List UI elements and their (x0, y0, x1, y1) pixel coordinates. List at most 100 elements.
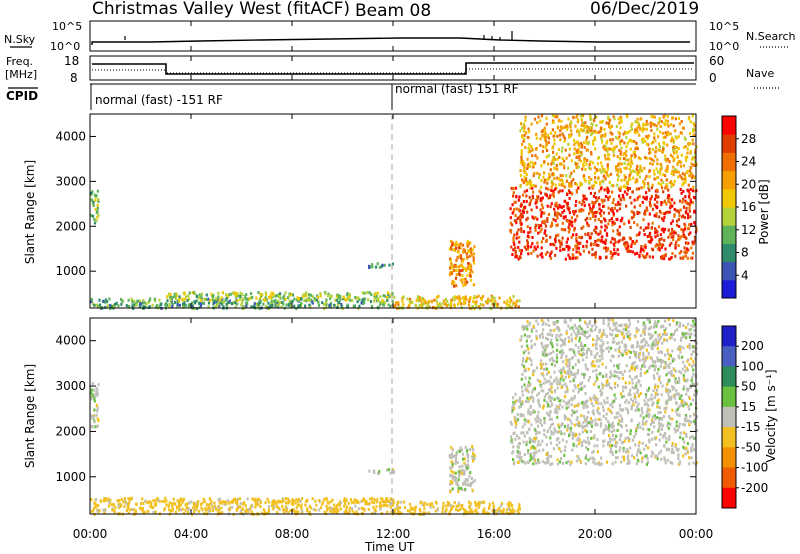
scatter-cell (95, 403, 98, 407)
scatter-cell (664, 401, 668, 405)
scatter-cell (572, 210, 575, 214)
scatter-cell (418, 304, 421, 308)
scatter-cell (336, 503, 339, 507)
scatter-cell (685, 415, 688, 419)
scatter-cell (615, 124, 618, 128)
scatter-cell (265, 298, 268, 302)
scatter-cell (612, 337, 615, 340)
scatter-cell (521, 178, 524, 182)
scatter-cell (556, 211, 559, 215)
scatter-cell (618, 371, 621, 374)
scatter-cell (596, 450, 599, 454)
scatter-cell (152, 506, 155, 510)
scatter-cell (683, 250, 686, 254)
scatter-cell (685, 336, 688, 340)
scatter-cell (642, 323, 645, 327)
scatter-cell (388, 263, 391, 267)
scatter-cell (323, 497, 326, 501)
scatter-cell (416, 295, 419, 299)
scatter-cell (668, 257, 671, 261)
scatter-cell (630, 242, 633, 246)
scatter-cell (664, 327, 668, 331)
scatter-cell (691, 398, 695, 402)
scatter-cell (153, 503, 156, 506)
scatter-cell (528, 428, 531, 432)
scatter-cell (176, 499, 179, 503)
scatter-cell (668, 434, 671, 438)
scatter-cell (542, 145, 545, 149)
scatter-cell (634, 154, 637, 158)
scatter-cell (533, 410, 536, 414)
scatter-cell (576, 371, 579, 375)
scatter-cell (610, 411, 613, 415)
scatter-cell (165, 303, 168, 307)
scatter-cell (545, 452, 548, 456)
scatter-cell (623, 190, 627, 194)
scatter-cell (601, 362, 604, 366)
scatter-cell (437, 294, 440, 298)
scatter-cell (629, 333, 632, 337)
scatter-cell (580, 118, 583, 122)
scatter-cell (683, 364, 686, 368)
power-panel-frame (89, 113, 697, 309)
scatter-cell (575, 409, 578, 413)
scatter-cell (540, 130, 543, 134)
scatter-cell (99, 499, 102, 503)
scatter-cell (335, 505, 338, 509)
scatter-cell (593, 394, 596, 398)
scatter-cell (115, 301, 118, 305)
scatter-cell (218, 508, 221, 512)
scatter-cell (522, 167, 526, 171)
scatter-cell (521, 214, 524, 218)
scatter-cell (681, 335, 684, 338)
scatter-cell (554, 410, 557, 414)
scatter-cell (570, 333, 573, 337)
scatter-cell (579, 114, 583, 118)
scatter-cell (562, 367, 565, 371)
scatter-cell (599, 463, 602, 467)
scatter-cell (570, 180, 573, 184)
scatter-cell (652, 339, 655, 343)
scatter-cell (95, 219, 98, 223)
scatter-cell (567, 336, 570, 340)
scatter-cell (257, 503, 260, 507)
scatter-cell (546, 181, 549, 185)
scatter-cell (618, 363, 621, 367)
scatter-cell (91, 509, 95, 513)
scatter-cell (617, 170, 620, 174)
scatter-cell (378, 470, 381, 473)
scatter-cell (513, 208, 516, 211)
scatter-cell (676, 154, 679, 158)
scatter-cell (525, 359, 528, 363)
scatter-cell (272, 299, 276, 303)
scatter-cell (233, 291, 236, 295)
scatter-cell (157, 498, 160, 502)
scatter-cell (663, 121, 666, 125)
scatter-cell (535, 319, 538, 323)
scatter-cell (683, 222, 686, 226)
scatter-cell (592, 201, 595, 205)
scatter-cell (671, 461, 674, 465)
scatter-cell (617, 411, 620, 415)
scatter-cell (544, 252, 547, 256)
scatter-cell (472, 448, 475, 452)
scatter-cell (427, 304, 430, 308)
scatter-cell (534, 223, 538, 227)
scatter-cell (670, 185, 673, 189)
scatter-cell (677, 405, 680, 409)
scatter-cell (373, 511, 376, 515)
scatter-cell (389, 505, 392, 509)
scatter-cell (611, 333, 614, 337)
scatter-cell (527, 252, 530, 256)
scatter-cell (95, 210, 98, 214)
scatter-cell (568, 153, 571, 157)
scatter-cell (555, 407, 558, 411)
scatter-cell (223, 503, 226, 506)
scatter-cell (620, 198, 623, 202)
scatter-cell (512, 236, 515, 240)
scatter-cell (546, 452, 549, 456)
scatter-cell (648, 413, 651, 417)
scatter-cell (382, 294, 385, 298)
scatter-cell (615, 145, 618, 148)
scatter-cell (553, 364, 557, 368)
